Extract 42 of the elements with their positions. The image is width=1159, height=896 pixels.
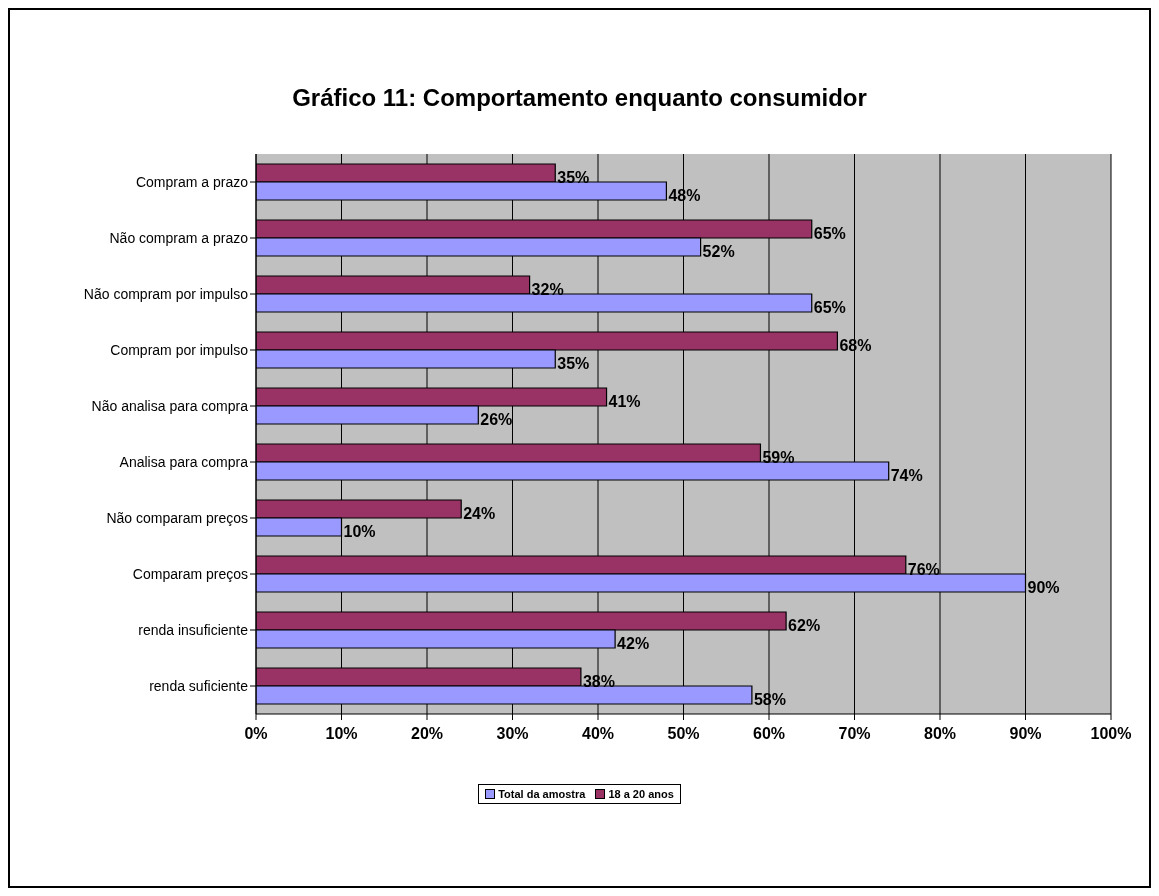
x-tick-label: 40% [581,725,615,743]
x-tick-label: 30% [496,725,529,743]
y-tick-label: Comparam preços [132,565,248,582]
x-tick-label: 0% [244,725,268,743]
data-label: 42% [617,635,650,652]
y-tick-label: Compram por impulso [110,341,249,358]
data-label: 24% [463,505,496,522]
y-tick-label: Compram a prazo [135,173,249,190]
data-label: 35% [557,169,590,186]
y-tick-label: Não compram a prazo [109,229,249,246]
x-tick-label: 50% [667,725,700,743]
chart-title: Gráfico 11: Comportamento enquanto consumidor [291,84,868,113]
x-tick-label: 60% [752,725,786,743]
legend-label: 18 a 20 anos [607,788,674,800]
data-label: 62% [788,617,821,634]
data-label: 32% [531,281,564,298]
y-tick-label: Não compram por impulso [83,285,249,302]
y-tick-label: renda suficiente [149,677,249,694]
x-tick-label: 90% [1009,725,1042,743]
data-label: 10% [343,523,376,540]
data-label: 76% [907,561,940,578]
y-tick-label: Não comparam preços [106,509,248,526]
data-label: 65% [813,225,846,242]
x-tick-label: 80% [923,725,957,743]
data-label: 58% [753,691,786,708]
x-tick-label: 70% [838,725,871,743]
x-tick-label: 10% [325,725,358,743]
data-label: 90% [1027,579,1060,596]
data-label: 65% [813,299,846,316]
data-label: 74% [890,467,923,484]
x-tick-label: 100% [1090,725,1132,743]
y-tick-label: Analisa para compra [119,453,249,470]
data-label: 41% [608,393,641,410]
y-tick-label: renda insuficiente [138,621,249,638]
data-label: 52% [702,243,735,260]
data-label: 59% [762,449,795,466]
x-tick-label: 20% [410,725,444,743]
y-tick-label: Não analisa para compra [91,397,249,414]
data-label: 26% [480,411,513,428]
data-label: 35% [557,355,590,372]
data-label: 38% [582,673,615,690]
legend-label: Total da amostra [497,788,586,800]
